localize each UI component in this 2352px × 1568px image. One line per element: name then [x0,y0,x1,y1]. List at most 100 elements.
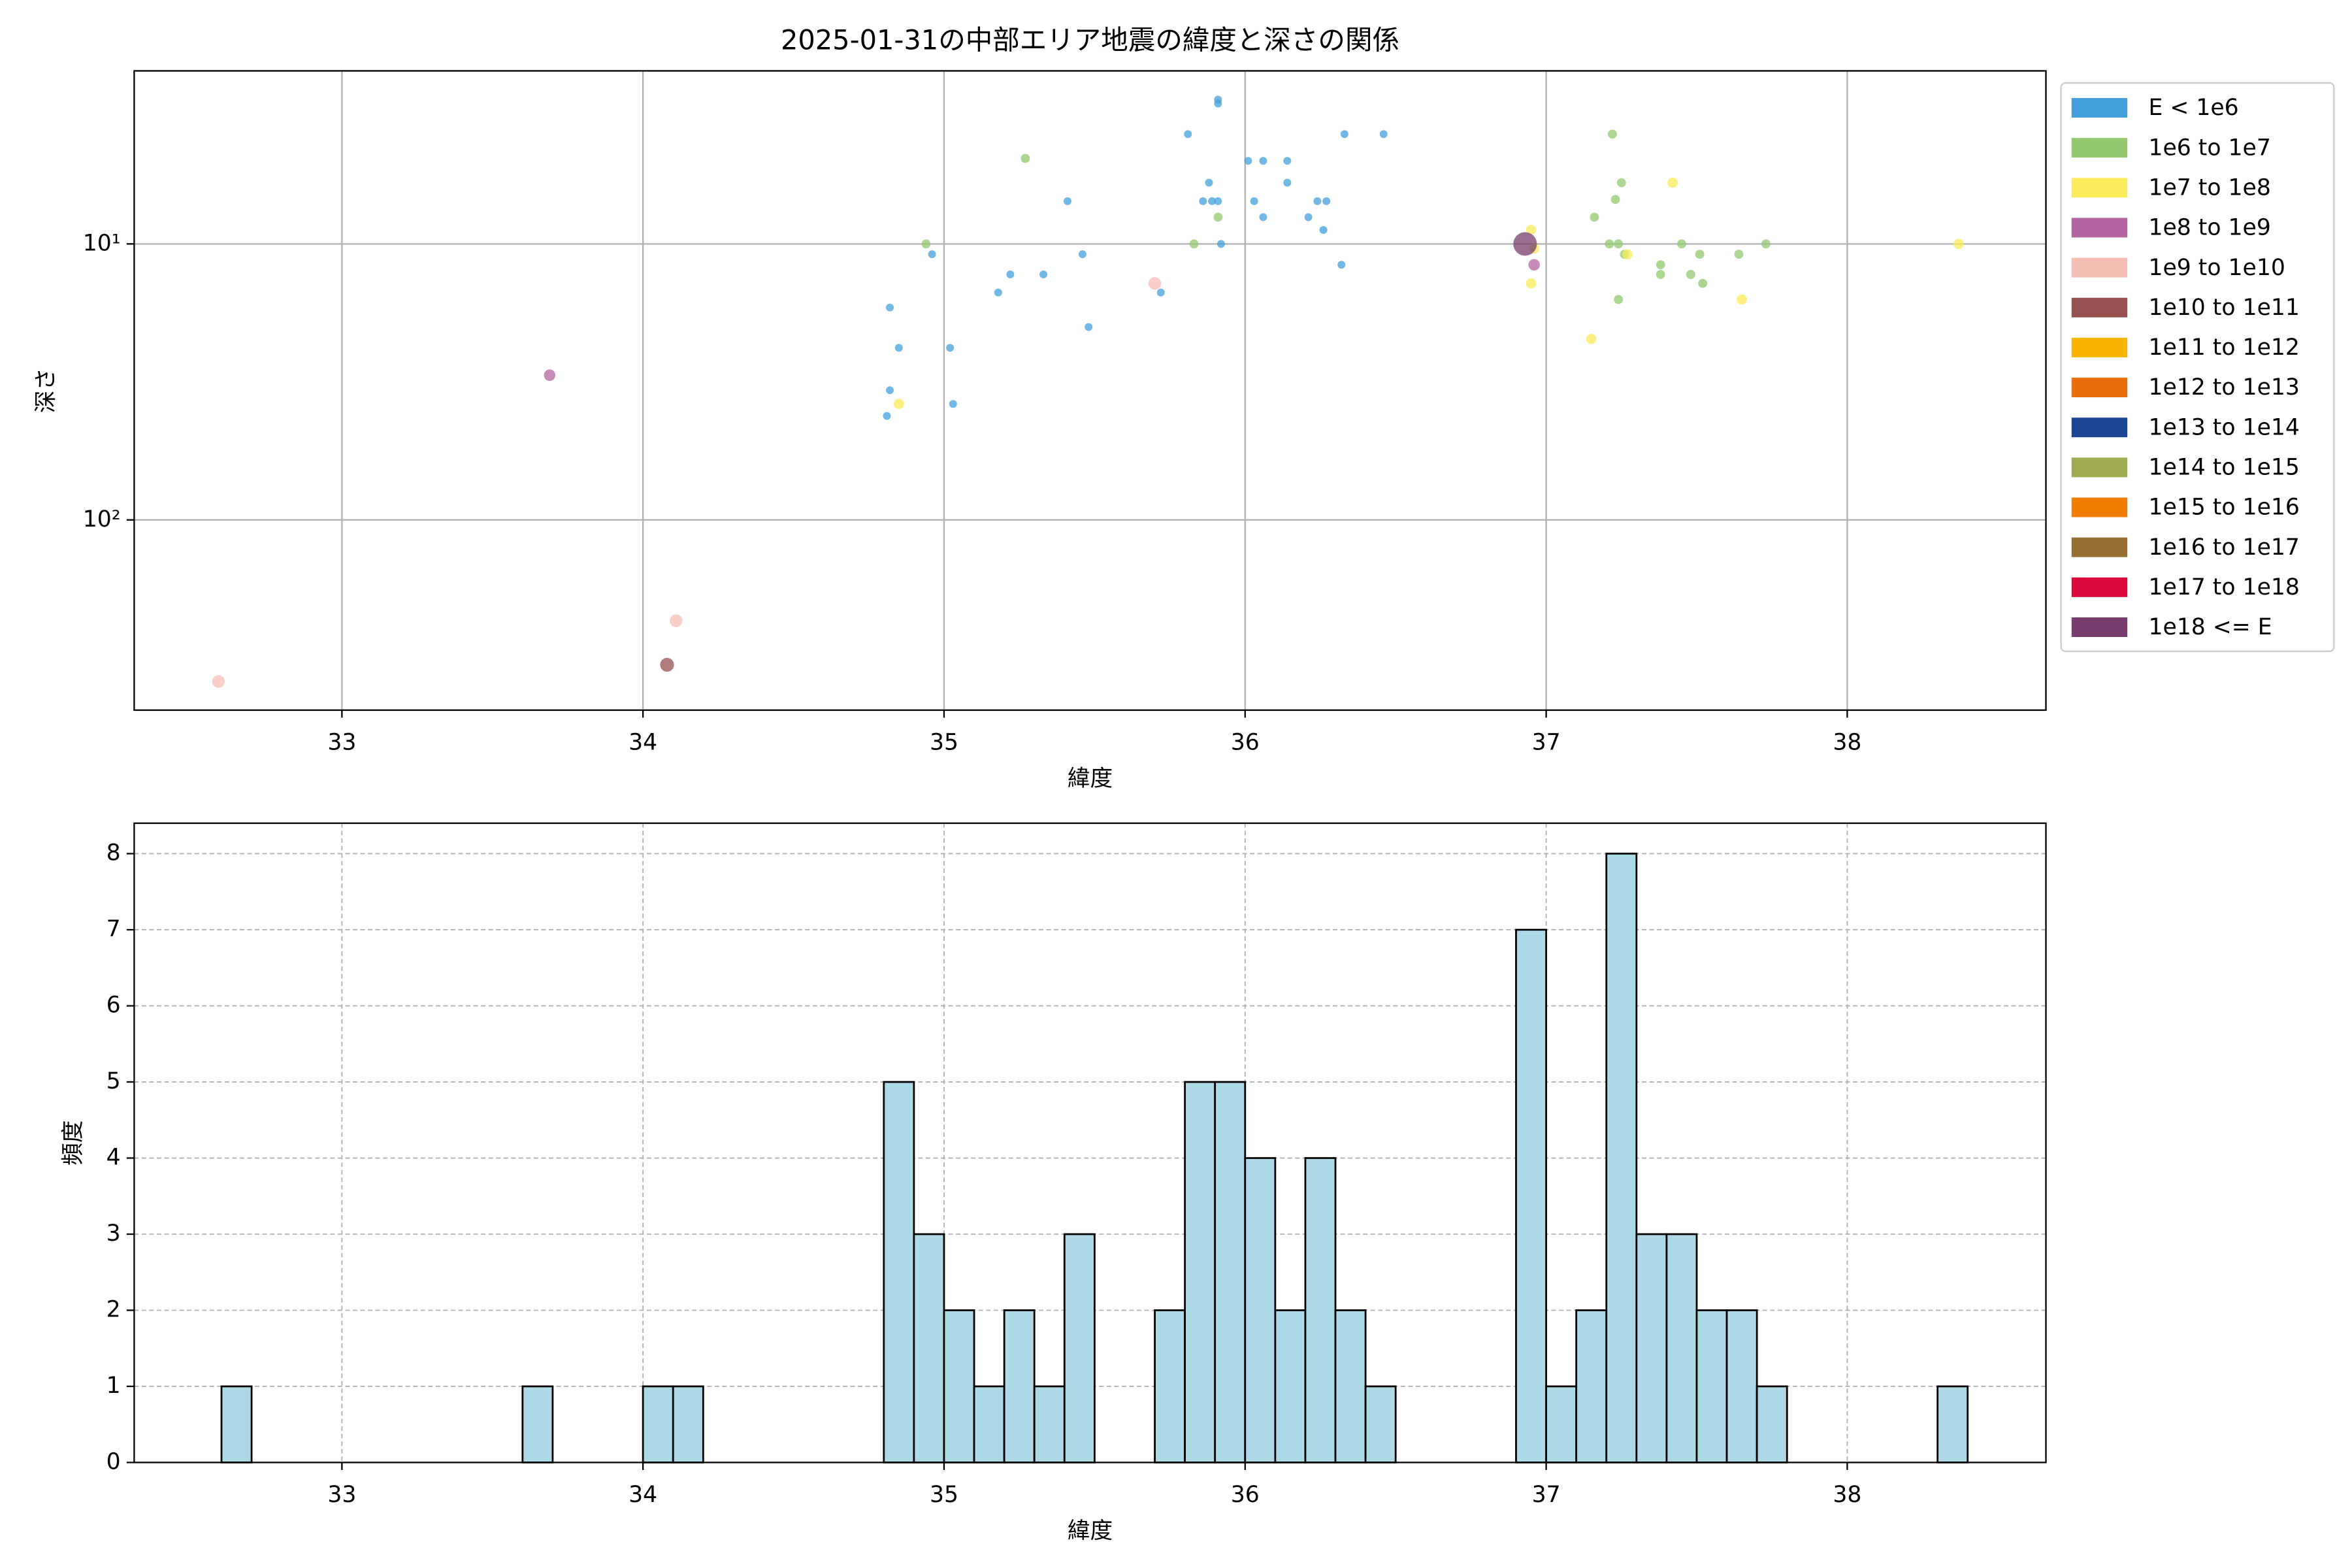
scatter-point [1614,239,1624,249]
x-tick-label: 33 [327,730,356,756]
scatter-point [1213,212,1223,222]
legend-label: E < 1e6 [2148,95,2238,121]
legend-swatch [2071,497,2128,517]
scatter-point [1656,270,1665,279]
scatter-point [1021,154,1030,163]
histogram-bar [1545,1385,1578,1463]
scatter-point [1605,239,1614,249]
scatter-point [1283,157,1292,165]
legend-label: 1e17 to 1e18 [2148,574,2299,600]
scatter-point [946,344,955,352]
scatter-point [1677,239,1686,249]
scatter-point [1304,213,1313,221]
legend-label: 1e8 to 1e9 [2148,215,2270,241]
scatter-point [994,288,1002,297]
scatter-point [1586,333,1597,344]
legend-swatch [2071,457,2128,478]
y-axis-label: 深さ [33,368,59,413]
scatter-point [212,675,225,688]
scatter-point [1734,250,1744,259]
histogram-bar [1936,1385,1969,1463]
histogram-bar [1063,1233,1096,1463]
histogram-bar [1244,1157,1277,1463]
scatter-point [1189,239,1199,249]
scatter-point [1340,130,1348,139]
scatter-point [886,386,894,395]
x-tick-label: 36 [1231,1482,1260,1508]
histogram-bar [1725,1309,1758,1463]
legend-label: 1e9 to 1e10 [2148,255,2285,281]
x-tick-label: 35 [930,730,958,756]
scatter-point [1761,239,1771,249]
y-tick-label: 4 [106,1145,121,1171]
histogram-bar [1605,853,1638,1463]
scatter-point [928,250,936,259]
x-tick-label: 34 [629,1482,657,1508]
scatter-chart: 33 34 35 36 37 38 10¹ 10² 2025-01-31の中部エリア地震の緯度と… [33,24,2335,792]
y-tick-label: 10² [83,506,121,532]
scatter-point [1184,130,1192,139]
legend-swatch [2071,337,2128,357]
scatter-point [1614,295,1624,304]
x-tick-label: 34 [629,730,657,756]
scatter-point [1085,323,1093,331]
histogram-bar [943,1309,975,1463]
histogram-bar [1635,1233,1668,1463]
scatter-point [1737,294,1747,305]
x-tick-label: 38 [1833,1482,1861,1508]
chart-title: 2025-01-31の中部エリア地震の緯度と深さの関係 [781,24,1399,56]
scatter-point [1156,288,1165,297]
scatter-point [1656,260,1665,270]
scatter-point [921,239,931,249]
scatter-point [1313,197,1322,205]
scatter-point [1006,270,1015,279]
histogram-bar [521,1385,554,1463]
scatter-point [1590,212,1599,222]
legend-label: 1e7 to 1e8 [2148,174,2270,201]
legend-swatch [2071,537,2128,557]
scatter-point [1526,225,1537,235]
scatter-point [1513,232,1537,256]
scatter-point [1698,278,1708,288]
scatter-point [1322,197,1331,205]
histogram-bar [1695,1309,1728,1463]
histogram-bar [1184,1081,1217,1463]
scatter-point [1205,178,1213,187]
legend-label: 1e14 to 1e15 [2148,455,2299,481]
x-tick-label: 37 [1532,1482,1561,1508]
scatter-point [1148,277,1162,290]
scatter-point [670,614,683,627]
y-tick-label: 10¹ [83,230,121,256]
histogram-bar [1575,1309,1608,1463]
histogram-bar [1033,1385,1066,1463]
legend-label: 1e13 to 1e14 [2148,414,2299,440]
histogram-bar [973,1385,1005,1463]
histogram-bar [1364,1385,1397,1463]
scatter-point [1214,197,1222,205]
scatter-point [886,303,894,312]
scatter-point [1528,259,1540,271]
legend-swatch [2071,577,2128,597]
scatter-point [1686,270,1695,279]
y-axis-label: 頻度 [60,1120,86,1166]
plot-frame [133,70,2047,711]
histogram-bar [1003,1309,1036,1463]
scatter-point [1259,157,1267,165]
histogram-bar [1274,1309,1307,1463]
legend-swatch [2071,138,2128,158]
x-tick-label: 36 [1231,730,1260,756]
legend-label: 1e12 to 1e13 [2148,374,2299,400]
scatter-point [1667,177,1678,188]
legend-label: 1e15 to 1e16 [2148,495,2299,521]
x-tick-label: 38 [1833,730,1861,756]
scatter-point [1078,250,1086,259]
legend-swatch [2071,178,2128,198]
x-axis-label: 緯度 [1068,766,1113,792]
x-tick-label: 33 [327,1482,356,1508]
scatter-point [1039,270,1048,279]
legend-swatch [2071,417,2128,438]
scatter-point [1283,178,1292,187]
legend-swatch [2071,257,2128,278]
legend-box [2060,82,2335,653]
